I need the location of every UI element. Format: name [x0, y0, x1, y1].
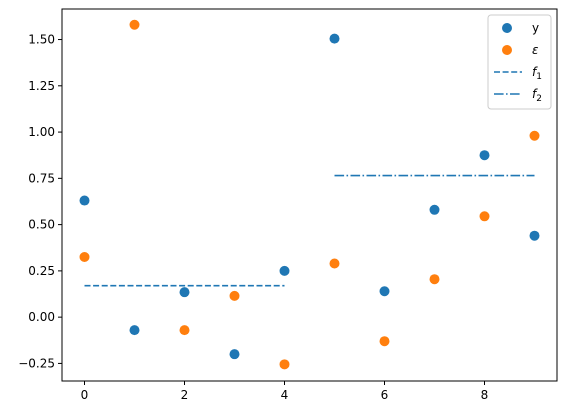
- y-tick-label-0: −0.25: [18, 356, 55, 370]
- point-series-0-6: [379, 286, 390, 297]
- y-tick-label-2: 0.25: [28, 264, 55, 278]
- y-tick-label-5: 1.00: [28, 125, 55, 139]
- y-tick-label-1: 0.00: [28, 310, 55, 324]
- point-series-0-4: [279, 265, 290, 276]
- x-tick-label-4: 8: [481, 388, 489, 402]
- axes-frame: [61, 8, 558, 382]
- point-series-0-5: [329, 33, 340, 44]
- point-series-0-8: [479, 150, 490, 161]
- point-series-0-1: [129, 325, 140, 336]
- legend: yε f1 f2: [487, 14, 552, 110]
- point-series-1-7: [429, 274, 440, 285]
- point-series-1-5: [329, 258, 340, 269]
- point-series-1-3: [229, 290, 240, 301]
- legend-marker-1: [502, 45, 512, 55]
- point-series-1-4: [279, 359, 290, 370]
- point-series-1-9: [529, 130, 540, 141]
- point-series-1-0: [79, 252, 90, 262]
- data-marks: [79, 19, 540, 370]
- x-tick-label-0: 0: [81, 388, 89, 402]
- point-series-1-2: [179, 325, 190, 336]
- point-series-0-2: [179, 287, 190, 298]
- point-series-0-3: [229, 349, 240, 360]
- y-tick-label-7: 1.50: [28, 33, 55, 47]
- x-tick-label-1: 2: [181, 388, 189, 402]
- point-series-1-8: [479, 211, 490, 222]
- legend-marker-0: [502, 23, 512, 33]
- x-tick-label-2: 4: [281, 388, 289, 402]
- legend-label-2: f1: [532, 65, 542, 82]
- point-series-1-1: [129, 19, 140, 30]
- legend-box: [487, 14, 552, 110]
- point-series-1-6: [379, 336, 390, 347]
- legend-label-3: f2: [532, 87, 542, 104]
- legend-label-0: y: [532, 21, 539, 35]
- point-series-0-0: [79, 195, 90, 206]
- axes: 0 2 4 6 8 −0.25 0.00 0.25 0.50 0.75 1.00 1.25 1.50: [18, 8, 558, 402]
- point-series-0-7: [429, 204, 440, 215]
- legend-label-1: ε: [532, 43, 539, 57]
- y-tick-label-6: 1.25: [28, 79, 55, 93]
- point-series-0-9: [529, 230, 540, 241]
- y-tick-label-4: 0.75: [28, 171, 55, 185]
- y-tick-label-3: 0.50: [28, 218, 55, 232]
- x-tick-label-3: 6: [381, 388, 389, 402]
